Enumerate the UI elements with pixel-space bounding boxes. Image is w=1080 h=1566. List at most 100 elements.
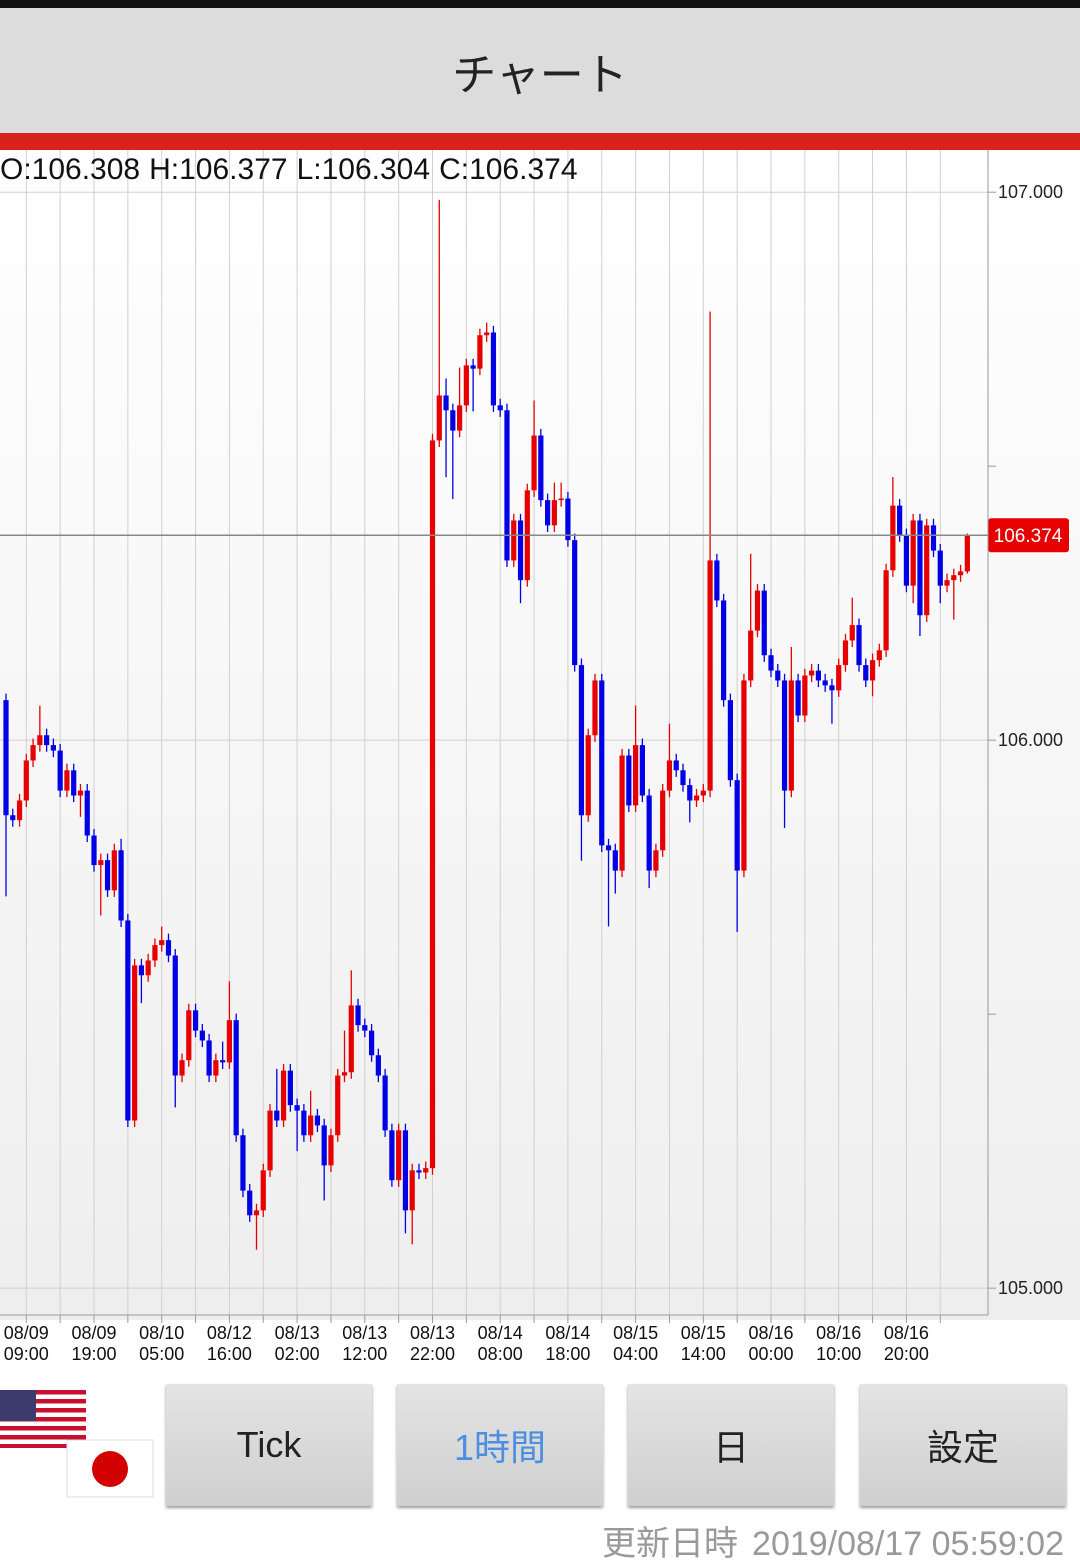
candle-body xyxy=(951,575,957,581)
candle-body xyxy=(775,670,781,681)
candle-body xyxy=(362,1025,368,1031)
ohlc-prefix: O: xyxy=(0,153,32,186)
candle-body xyxy=(883,570,889,651)
candle-body xyxy=(693,795,700,801)
candle-body xyxy=(172,955,178,1076)
candle-body xyxy=(416,1170,422,1173)
candle-body xyxy=(957,571,964,576)
candle-body xyxy=(646,795,652,871)
candle-body xyxy=(653,850,659,871)
candle-body xyxy=(44,735,50,746)
candle-body xyxy=(30,745,36,761)
candle-body xyxy=(673,760,679,771)
candle-body xyxy=(490,332,497,406)
accent-bar xyxy=(0,133,1080,150)
candle-body xyxy=(50,745,56,751)
candle-body xyxy=(856,625,862,666)
candle-body xyxy=(179,1060,185,1076)
candle-body xyxy=(308,1115,314,1136)
candle-body xyxy=(876,650,882,661)
candle-body xyxy=(389,1130,395,1181)
x-tick-label: 08/14 18:00 xyxy=(545,1323,591,1364)
timeframe-button[interactable]: 日 xyxy=(628,1384,834,1506)
candle-body xyxy=(592,680,598,736)
candle-body xyxy=(633,745,639,806)
candle-body xyxy=(152,945,158,961)
candle-body xyxy=(572,540,578,666)
candle-body xyxy=(829,685,835,691)
candle-body xyxy=(301,1110,307,1136)
x-tick-label: 08/16 20:00 xyxy=(883,1323,929,1364)
candle-body xyxy=(890,505,896,571)
y-tick-label: 107.000 xyxy=(998,182,1063,202)
candle-body xyxy=(538,435,544,501)
status-bar xyxy=(0,0,1080,8)
candle-body xyxy=(836,665,842,691)
candle-body xyxy=(781,680,788,791)
candle-body xyxy=(368,1030,375,1056)
currency-flags xyxy=(0,1390,154,1498)
ohlc-value: 106.374 xyxy=(469,153,578,186)
candle-body xyxy=(280,1070,287,1121)
timeframe-button[interactable]: 設定 xyxy=(860,1384,1066,1506)
candle-body xyxy=(335,1075,341,1136)
button-label: 日 xyxy=(712,1427,749,1468)
candle-body xyxy=(937,550,943,586)
candle-body xyxy=(443,395,449,411)
candle-body xyxy=(260,1170,266,1211)
candle-body xyxy=(924,525,930,616)
candle-body xyxy=(456,405,463,431)
candle-body xyxy=(558,498,564,501)
timeframe-button[interactable]: 1時間 xyxy=(397,1384,603,1506)
candle-body xyxy=(727,700,733,781)
candle-body xyxy=(639,745,645,796)
candle-body xyxy=(125,920,131,1121)
candle-body xyxy=(57,750,63,791)
x-tick-label: 08/09 09:00 xyxy=(3,1323,49,1364)
candle-body xyxy=(132,965,138,1121)
button-label: 1時間 xyxy=(453,1427,547,1468)
candle-body xyxy=(578,665,585,816)
candle-body xyxy=(118,850,124,921)
candle-body xyxy=(396,1130,402,1181)
candle-body xyxy=(16,800,23,821)
candle-body xyxy=(206,1040,212,1076)
ohlc-prefix: L: xyxy=(296,153,322,186)
timeframe-button[interactable]: Tick xyxy=(166,1384,372,1506)
candle-body xyxy=(795,680,801,716)
candle-body xyxy=(714,560,720,601)
candle-body xyxy=(903,535,910,586)
x-tick-label: 08/13 02:00 xyxy=(274,1323,320,1364)
candle-body xyxy=(220,1060,226,1063)
us-flag xyxy=(0,1390,86,1448)
candle-body xyxy=(470,365,476,369)
candle-body xyxy=(545,500,551,526)
candle-body xyxy=(314,1115,321,1126)
candle-body xyxy=(551,500,557,526)
candle-body xyxy=(768,655,774,671)
candle-body xyxy=(409,1170,415,1211)
candle-body xyxy=(815,670,821,681)
candle-body xyxy=(186,1010,192,1061)
candle-body xyxy=(869,660,876,681)
x-tick-label: 08/10 05:00 xyxy=(139,1323,185,1364)
header: チャート xyxy=(0,8,1080,133)
candle-body xyxy=(145,960,151,976)
candle-body xyxy=(213,1060,219,1076)
x-tick-label: 08/14 08:00 xyxy=(477,1323,523,1364)
candle-body xyxy=(660,790,666,851)
candle-body xyxy=(382,1075,388,1131)
candle-body xyxy=(741,680,747,871)
candle-body xyxy=(565,498,571,541)
candle-body xyxy=(849,625,855,641)
x-tick-label: 08/16 10:00 xyxy=(816,1323,862,1364)
ohlc-prefix: H: xyxy=(149,153,180,186)
ohlc-value: 106.308 xyxy=(31,153,141,186)
footer: 更新日時 2019/08/17 05:59:02 xyxy=(588,1516,1064,1565)
candle-body xyxy=(111,850,117,891)
button-label: Tick xyxy=(236,1424,302,1465)
y-tick-label: 106.000 xyxy=(998,730,1063,750)
candle-body xyxy=(436,395,442,441)
candle-body xyxy=(253,1210,260,1216)
